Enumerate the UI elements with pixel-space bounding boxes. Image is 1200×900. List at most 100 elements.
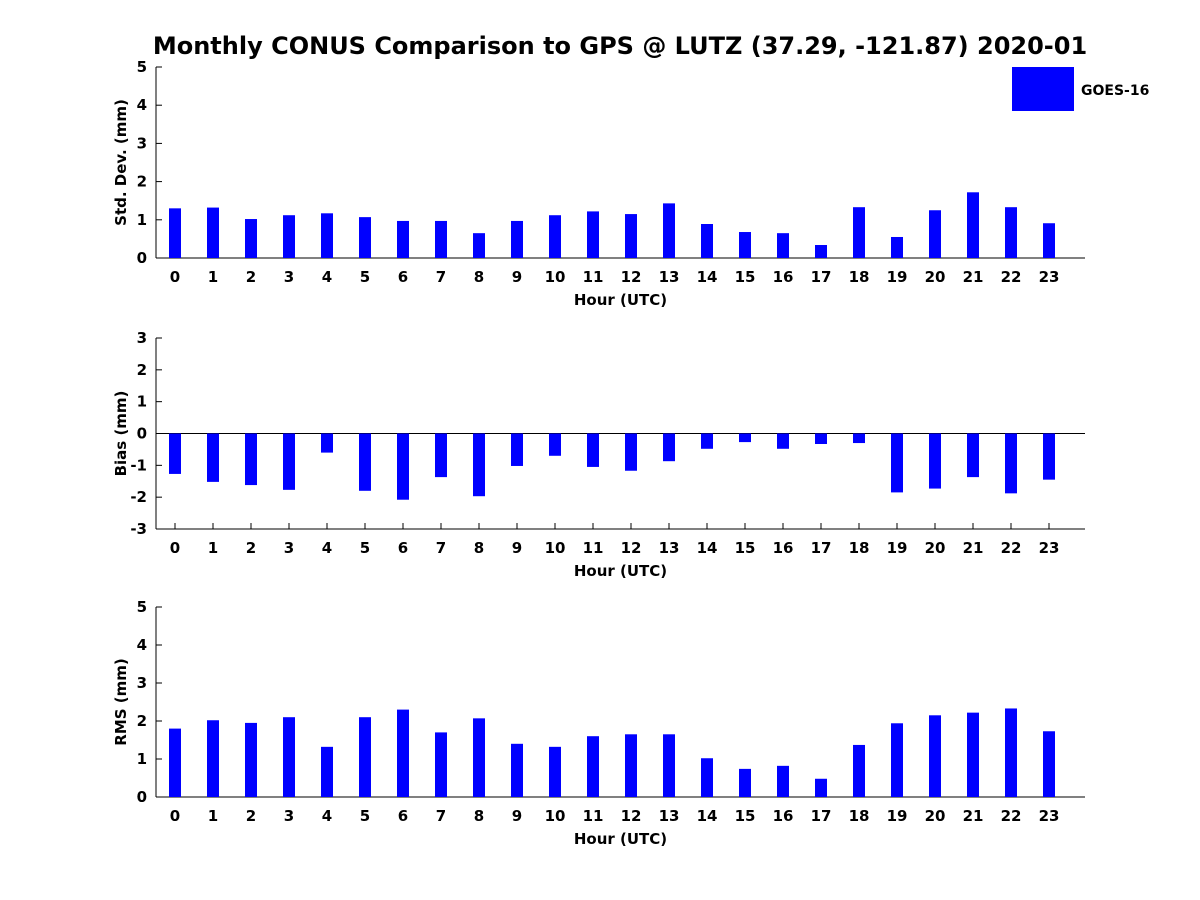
x-tick-label: 21 xyxy=(963,807,984,825)
x-tick-label: 15 xyxy=(735,268,756,286)
bar-hour-23 xyxy=(1043,731,1055,797)
bar-hour-9 xyxy=(511,743,523,797)
x-tick-label: 0 xyxy=(170,807,180,825)
x-tick-label: 14 xyxy=(697,539,718,557)
y-tick-label: 1 xyxy=(137,211,147,229)
x-tick-label: 5 xyxy=(360,807,370,825)
y-tick-label: 0 xyxy=(137,249,147,267)
bar-hour-4 xyxy=(321,213,333,258)
bar-hour-19 xyxy=(891,236,903,258)
x-tick-label: 11 xyxy=(583,539,604,557)
x-tick-label: 0 xyxy=(170,539,180,557)
bar-hour-12 xyxy=(625,433,637,471)
y-tick-label: 4 xyxy=(137,96,147,114)
x-tick-label: 2 xyxy=(246,268,256,286)
y-axis-label: Std. Dev. (mm) xyxy=(112,99,130,226)
x-tick-label: 4 xyxy=(322,539,332,557)
bar-hour-16 xyxy=(777,765,789,797)
x-tick-label: 11 xyxy=(583,268,604,286)
x-axis-label: Hour (UTC) xyxy=(574,830,667,848)
bar-hour-2 xyxy=(245,722,257,797)
x-tick-label: 20 xyxy=(925,268,946,286)
x-tick-label: 15 xyxy=(735,807,756,825)
y-tick-label: 4 xyxy=(137,636,147,654)
x-tick-label: 9 xyxy=(512,539,522,557)
bar-hour-3 xyxy=(283,717,295,797)
x-tick-label: 22 xyxy=(1001,268,1022,286)
bar-hour-6 xyxy=(397,433,409,500)
x-tick-label: 22 xyxy=(1001,807,1022,825)
bar-hour-1 xyxy=(207,207,219,258)
x-tick-label: 19 xyxy=(887,539,908,557)
bar-hour-18 xyxy=(853,207,865,258)
bar-hour-9 xyxy=(511,220,523,258)
x-tick-label: 8 xyxy=(474,268,484,286)
bar-hour-22 xyxy=(1005,433,1017,494)
y-tick-label: 2 xyxy=(137,712,147,730)
bar-hour-7 xyxy=(435,732,447,797)
bar-hour-20 xyxy=(929,433,941,489)
bar-hour-20 xyxy=(929,210,941,258)
bar-hour-14 xyxy=(701,433,713,449)
bar-hour-13 xyxy=(663,433,675,462)
x-tick-label: 8 xyxy=(474,807,484,825)
x-tick-label: 21 xyxy=(963,268,984,286)
x-tick-label: 7 xyxy=(436,268,446,286)
y-tick-label: 2 xyxy=(137,361,147,379)
x-tick-label: 3 xyxy=(284,268,294,286)
bar-hour-18 xyxy=(853,744,865,797)
x-tick-label: 6 xyxy=(398,807,408,825)
bar-hour-2 xyxy=(245,433,257,486)
bar-hour-17 xyxy=(815,433,827,445)
x-tick-label: 16 xyxy=(773,268,794,286)
x-tick-label: 12 xyxy=(621,268,642,286)
x-tick-label: 4 xyxy=(322,807,332,825)
x-tick-label: 7 xyxy=(436,539,446,557)
x-tick-label: 13 xyxy=(659,807,680,825)
x-tick-label: 9 xyxy=(512,807,522,825)
x-axis-label: Hour (UTC) xyxy=(574,562,667,580)
x-tick-label: 15 xyxy=(735,539,756,557)
x-tick-label: 11 xyxy=(583,807,604,825)
x-tick-label: 16 xyxy=(773,539,794,557)
x-tick-label: 18 xyxy=(849,539,870,557)
y-tick-label: 1 xyxy=(137,393,147,411)
x-tick-label: 13 xyxy=(659,268,680,286)
bar-hour-6 xyxy=(397,709,409,797)
y-tick-label: 3 xyxy=(137,329,147,347)
bar-hour-12 xyxy=(625,734,637,797)
x-tick-label: 14 xyxy=(697,268,718,286)
x-tick-label: 18 xyxy=(849,268,870,286)
x-tick-label: 16 xyxy=(773,807,794,825)
x-tick-label: 6 xyxy=(398,539,408,557)
x-tick-label: 7 xyxy=(436,807,446,825)
bar-hour-5 xyxy=(359,717,371,797)
x-tick-label: 9 xyxy=(512,268,522,286)
x-tick-label: 1 xyxy=(208,539,218,557)
bar-hour-7 xyxy=(435,433,447,478)
x-tick-label: 0 xyxy=(170,268,180,286)
x-tick-label: 23 xyxy=(1039,268,1060,286)
y-axis-label: Bias (mm) xyxy=(112,391,130,477)
x-tick-label: 19 xyxy=(887,268,908,286)
bar-hour-5 xyxy=(359,433,371,491)
x-tick-label: 13 xyxy=(659,539,680,557)
legend-swatch xyxy=(1012,67,1074,111)
bar-hour-11 xyxy=(587,736,599,797)
x-tick-label: 20 xyxy=(925,807,946,825)
bar-hour-8 xyxy=(473,433,485,497)
bar-hour-22 xyxy=(1005,207,1017,258)
bar-hour-2 xyxy=(245,219,257,258)
bar-hour-20 xyxy=(929,715,941,797)
bar-hour-14 xyxy=(701,224,713,258)
x-tick-label: 4 xyxy=(322,268,332,286)
x-tick-label: 1 xyxy=(208,268,218,286)
bar-hour-13 xyxy=(663,734,675,797)
bar-hour-16 xyxy=(777,433,789,449)
x-tick-label: 14 xyxy=(697,807,718,825)
bar-hour-21 xyxy=(967,433,979,478)
bar-hour-15 xyxy=(739,768,751,797)
x-tick-label: 22 xyxy=(1001,539,1022,557)
